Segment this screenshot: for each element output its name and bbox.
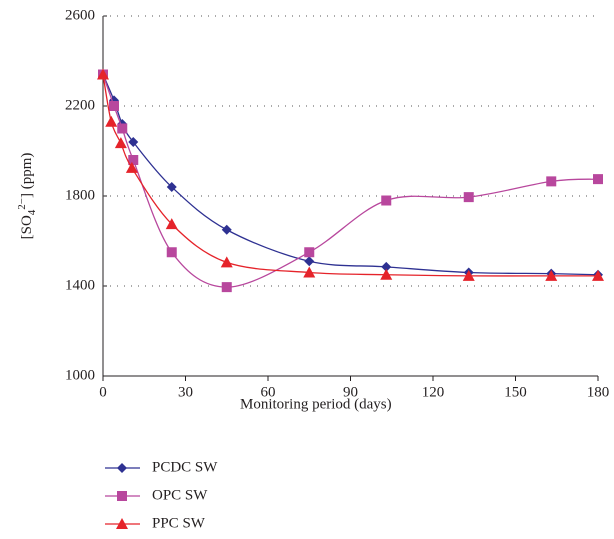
y-tick-label: 2200 xyxy=(65,97,95,113)
marker xyxy=(221,224,232,235)
marker xyxy=(165,218,178,230)
marker xyxy=(546,176,557,187)
y-tick-label: 1000 xyxy=(65,367,95,383)
series-line xyxy=(102,74,599,276)
y-label-sup: 2− xyxy=(16,198,28,210)
marker xyxy=(220,256,233,268)
x-tick-label: 30 xyxy=(178,384,193,400)
marker xyxy=(304,256,315,267)
y-tick-label: 1400 xyxy=(65,277,95,293)
marker xyxy=(117,123,128,134)
x-tick-label: 150 xyxy=(504,384,527,400)
x-tick-label: 120 xyxy=(422,384,445,400)
legend-label: PPC SW xyxy=(152,515,206,531)
x-tick-label: 90 xyxy=(343,384,358,400)
marker xyxy=(128,155,139,165)
marker xyxy=(592,269,604,281)
marker xyxy=(381,195,392,206)
x-tick-label: 60 xyxy=(261,384,276,400)
x-axis-label: Monitoring period (days) xyxy=(240,396,392,412)
y-label-rest: ] (ppm) xyxy=(19,153,35,198)
marker xyxy=(303,266,316,278)
y-label-sub: 4 xyxy=(26,209,38,215)
marker xyxy=(109,101,119,111)
y-tick-label: 2600 xyxy=(65,7,95,23)
marker xyxy=(380,268,393,280)
marker xyxy=(125,161,138,173)
marker xyxy=(97,68,109,80)
y-tick-label: 1800 xyxy=(65,187,95,203)
legend-label: OPC SW xyxy=(152,487,208,503)
legend-marker xyxy=(116,518,128,529)
marker xyxy=(105,115,118,127)
legend-marker xyxy=(117,491,127,501)
marker xyxy=(128,137,139,147)
y-axis-label: [SO42−] (ppm) xyxy=(16,153,38,240)
marker xyxy=(545,269,558,281)
marker xyxy=(381,261,392,272)
marker xyxy=(166,247,177,258)
marker xyxy=(593,174,603,185)
legend-marker xyxy=(117,463,127,473)
series-line xyxy=(102,74,598,277)
marker xyxy=(221,282,232,293)
x-tick-label: 0 xyxy=(99,384,107,400)
marker xyxy=(462,269,475,281)
marker xyxy=(463,192,474,203)
marker xyxy=(304,247,315,258)
x-tick-label: 180 xyxy=(587,384,610,400)
y-label-base: [SO xyxy=(19,215,35,239)
legend-label: PCDC SW xyxy=(152,459,218,475)
marker xyxy=(166,182,177,192)
marker xyxy=(114,137,127,149)
